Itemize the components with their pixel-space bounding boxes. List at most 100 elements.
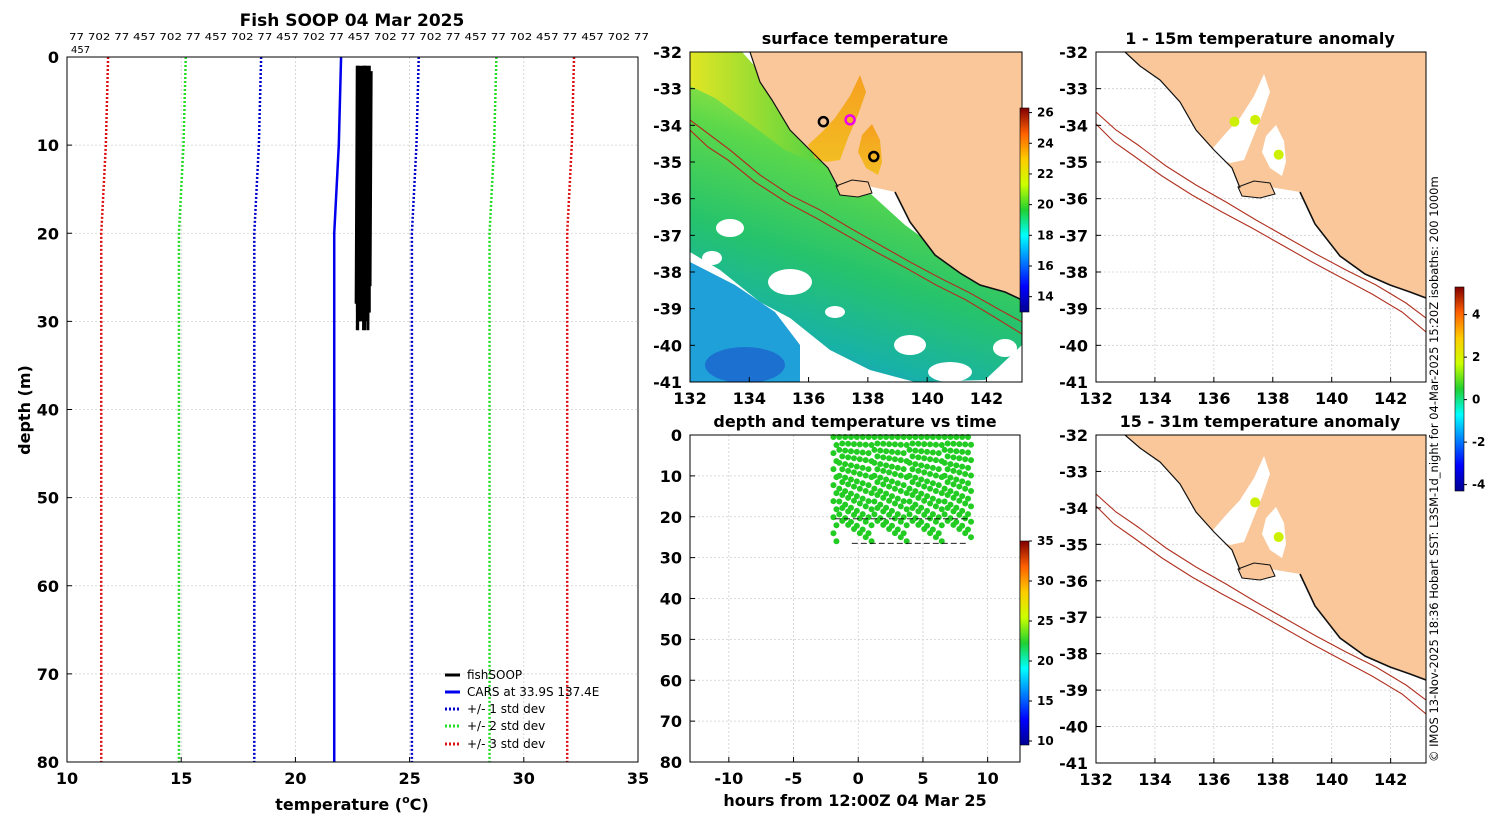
depth-time-points (830, 434, 975, 545)
depth-time-point (862, 441, 869, 448)
profile-y-tick-label: 80 (37, 753, 59, 772)
anomaly-2-title: 15 - 31m temperature anomaly (1120, 412, 1401, 431)
profile-series-std-2-right (410, 56, 420, 762)
depth-time-point (871, 485, 878, 492)
depth-time-point (830, 482, 837, 489)
depth-time-point (947, 461, 954, 468)
depth-time-point (929, 511, 936, 518)
depth-time-point (877, 434, 884, 441)
anomaly-1-y-ticks: -32 -33 -34 -35 -36 -37 -38 -39 -40 -41 (1059, 43, 1101, 392)
depth-time-point (921, 469, 928, 476)
depth-time-point (877, 447, 884, 454)
sst-y-ticks: -32 -33 -34 -35 -36 -37 -38 -39 -40 -41 (653, 43, 695, 392)
depth-time-point (894, 434, 901, 441)
profile-y-ticks: 0 10 20 30 40 50 60 70 80 (37, 48, 72, 772)
anomaly-1-axes-frame (1095, 51, 1427, 383)
depth-time-point (894, 526, 901, 533)
depth-time-colorbar (1019, 540, 1030, 746)
depth-time-point (956, 497, 963, 504)
depth-time-x-tick-label: 5 (917, 769, 928, 788)
depth-time-point (865, 498, 872, 505)
profile-grid (66, 56, 639, 763)
depth-time-point (894, 464, 901, 471)
depth-time-panel: depth and temperature vs time -10 -5 0 5 10 … (660, 412, 1054, 810)
anomaly-2-isobath-1000m (1096, 505, 1426, 715)
depth-time-point (906, 498, 913, 505)
depth-time-point (842, 434, 849, 441)
anomaly-2-y-tick-label: -37 (1059, 608, 1088, 627)
depth-time-point (932, 472, 939, 479)
depth-time-point (836, 511, 843, 518)
profile-x-label-sup: o (402, 793, 410, 806)
depth-time-point (959, 478, 966, 485)
anomaly-2-y-ticks: -32 -33 -34 -35 -36 -37 -38 -39 -40 -41 (1059, 426, 1101, 773)
depth-time-point (962, 456, 969, 463)
depth-time-point (924, 478, 931, 485)
depth-time-point (856, 485, 863, 492)
depth-time-point (956, 441, 963, 448)
sst-colorbar (1019, 107, 1030, 313)
depth-time-point (883, 518, 890, 525)
depth-time-point (845, 454, 852, 461)
anomaly-1-marker (1229, 116, 1240, 127)
colorbar-tick-label: -2 (1472, 435, 1485, 449)
depth-time-point (853, 463, 860, 470)
anomaly-2-y-tick-label: -32 (1059, 426, 1088, 445)
sst-cloud-gap (825, 306, 845, 318)
depth-time-point (877, 474, 884, 481)
depth-time-point (918, 448, 925, 455)
depth-time-point (947, 447, 954, 454)
depth-time-y-tick-label: 20 (660, 508, 682, 527)
depth-time-point (862, 472, 869, 479)
anomaly-1-marker (1273, 149, 1284, 160)
anomaly-2-x-tick-label: 142 (1374, 770, 1407, 789)
depth-time-point (935, 450, 942, 457)
depth-time-point (888, 434, 895, 441)
depth-time-point (968, 472, 975, 479)
depth-time-point (836, 472, 843, 479)
depth-time-point (853, 434, 860, 441)
depth-time-point (921, 483, 928, 490)
depth-time-point (941, 472, 948, 479)
sst-y-tick-label: -34 (653, 116, 682, 135)
depth-time-point (856, 456, 863, 463)
depth-time-y-tick-label: 10 (660, 467, 682, 486)
depth-time-point (871, 498, 878, 505)
depth-time-point (935, 498, 942, 505)
profile-y-tick-label: 60 (37, 577, 59, 596)
depth-time-point (906, 459, 913, 466)
depth-time-point (847, 434, 854, 441)
sst-x-tick-label: 134 (733, 389, 766, 408)
depth-time-point (953, 490, 960, 497)
sst-x-tick-label: 142 (970, 389, 1003, 408)
depth-time-point (853, 493, 860, 500)
sst-x-ticks: 132 134 136 138 140 142 (673, 377, 1003, 408)
profile-y-tick-label: 10 (37, 136, 59, 155)
depth-time-point (900, 514, 907, 521)
depth-time-point (871, 511, 878, 518)
depth-time-point (947, 474, 954, 481)
depth-time-point (906, 511, 913, 518)
depth-time-point (842, 461, 849, 468)
depth-time-point (968, 487, 975, 494)
profile-x-tick-label: 25 (398, 769, 420, 788)
sst-cloud-gap (716, 219, 744, 237)
depth-time-point (836, 498, 843, 505)
depth-time-point (859, 495, 866, 502)
depth-time-point (935, 514, 942, 521)
depth-time-point (927, 500, 934, 507)
depth-time-point (850, 497, 857, 504)
depth-time-point (886, 483, 893, 490)
anomaly-1-land (1125, 52, 1426, 298)
sst-cloud-gap (702, 251, 722, 265)
depth-time-point (962, 515, 969, 522)
depth-time-point (830, 466, 837, 473)
depth-time-y-tick-label: 0 (671, 426, 682, 445)
depth-time-point (891, 500, 898, 507)
legend-label-std2: +/- 2 std dev (467, 719, 545, 733)
depth-time-point (883, 434, 890, 441)
depth-time-point (927, 485, 934, 492)
depth-time-point (941, 434, 948, 441)
depth-time-point (859, 526, 866, 533)
depth-time-point (953, 518, 960, 525)
